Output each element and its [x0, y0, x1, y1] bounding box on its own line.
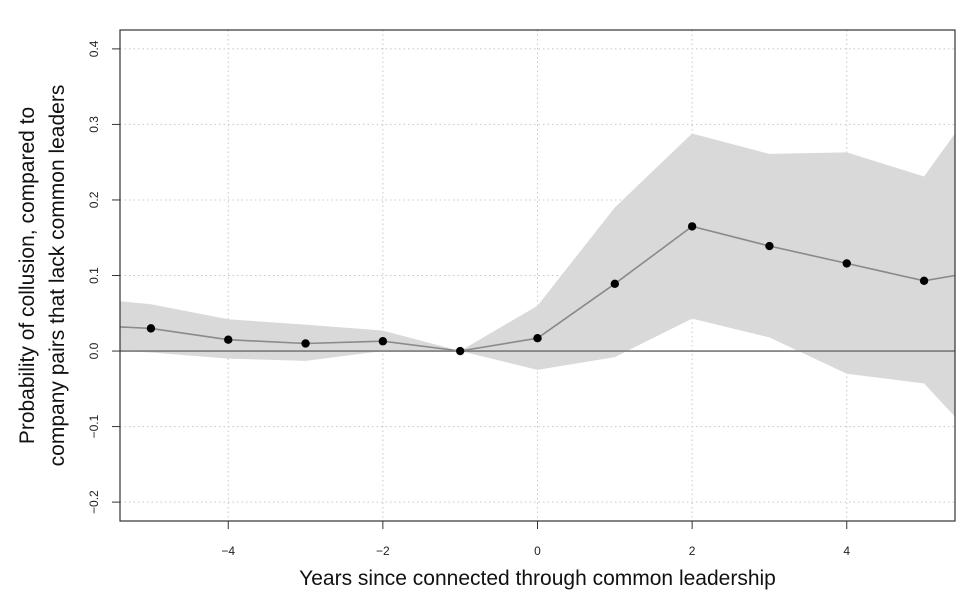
x-tick-label: 0 [534, 544, 541, 558]
data-point [146, 324, 156, 333]
x-tick-label: −4 [221, 544, 235, 558]
data-point [378, 337, 388, 346]
y-axis-label-line-1: Probability of collusion, compared to [16, 107, 39, 444]
y-tick-label: 0.0 [87, 342, 101, 359]
data-point [687, 222, 697, 231]
x-tick-label: 4 [843, 544, 850, 558]
data-point [301, 339, 310, 348]
confidence-band [120, 133, 955, 417]
grid-lines [120, 30, 955, 521]
x-tick-label: −2 [376, 544, 390, 558]
data-point [919, 276, 929, 285]
y-tick-label: 0.2 [87, 191, 101, 208]
data-points [146, 222, 929, 356]
x-axis-label: Years since connected through common lea… [299, 567, 776, 590]
y-axis-ticks: −0.2 −0.1 0.0 0.1 0.2 0.3 0.4 [87, 40, 120, 514]
y-tick-label: 0.1 [87, 267, 101, 284]
y-tick-label: −0.2 [87, 490, 101, 514]
data-point [765, 241, 774, 251]
y-axis-label-line-2: company pairs that lack common leaders [46, 85, 69, 467]
data-point [610, 279, 620, 289]
data-point [842, 259, 851, 268]
data-point [533, 333, 542, 343]
x-tick-label: 2 [689, 544, 696, 558]
x-axis-ticks: −4 −2 0 2 4 [221, 521, 850, 558]
data-point [224, 335, 233, 344]
y-tick-label: 0.3 [87, 116, 101, 133]
y-tick-label: 0.4 [87, 40, 101, 57]
data-point [455, 346, 465, 356]
y-tick-label: −0.1 [87, 414, 101, 438]
